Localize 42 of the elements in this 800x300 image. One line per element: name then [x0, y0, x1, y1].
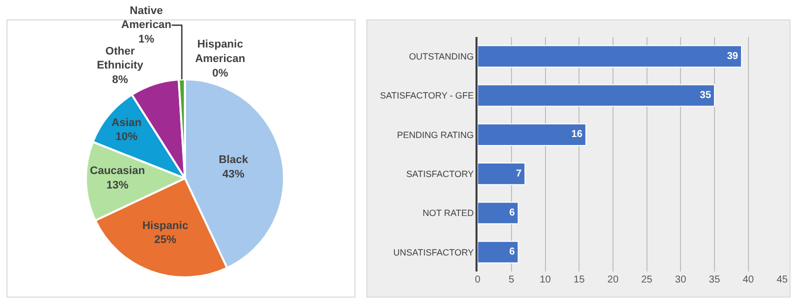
data-label: 25%	[154, 234, 176, 246]
data-label: 35	[700, 90, 712, 102]
data-label: 6	[509, 246, 516, 258]
category-label: Hispanic American	[195, 38, 246, 65]
x-tick-label: 25	[641, 274, 653, 286]
slice-label: Black	[218, 154, 249, 166]
slice-label: Other Ethnicity	[96, 45, 144, 72]
x-tick-label: 10	[540, 274, 552, 286]
bar	[478, 45, 742, 68]
x-tick-label: 40	[742, 274, 754, 286]
bar	[478, 240, 519, 264]
slice-label: Hispanic	[142, 220, 188, 232]
x-tick-label: 15	[574, 274, 586, 286]
data-label: 43%	[222, 168, 245, 181]
bar	[478, 84, 715, 107]
data-label: 1%	[138, 33, 154, 46]
x-tick-label: 35	[708, 274, 720, 286]
y-tick-label: PENDING RATING	[396, 130, 474, 140]
data-label: 6	[509, 207, 516, 218]
bar	[478, 123, 586, 146]
slice-label: Asian	[112, 116, 142, 129]
y-tick-label: OUTSTANDING	[408, 52, 474, 62]
data-label: 8%	[112, 74, 128, 86]
data-label: 13%	[106, 179, 129, 192]
y-tick-label: SATISFACTORY - GFE	[380, 90, 474, 101]
data-label: 10%	[115, 131, 138, 144]
x-tick-label: 30	[675, 274, 687, 286]
x-tick-label: 5	[508, 274, 515, 286]
bar	[478, 202, 519, 224]
data-label: 16	[571, 129, 583, 140]
text: 0%	[212, 67, 228, 80]
data-label: 39	[726, 50, 739, 62]
bar	[478, 162, 526, 186]
y-tick-label: SATISFACTORY	[406, 168, 474, 179]
x-tick-label: 45	[776, 274, 788, 286]
slice-label: Native American	[121, 4, 172, 32]
y-tick-label: UNSATISFACTORY	[393, 247, 474, 258]
y-tick-label: NOT RATED	[422, 208, 474, 218]
x-tick-label: 0	[474, 274, 481, 286]
slice-label: Caucasian	[90, 165, 146, 178]
data-label: 7	[516, 168, 522, 180]
x-tick-label: 20	[607, 274, 619, 286]
